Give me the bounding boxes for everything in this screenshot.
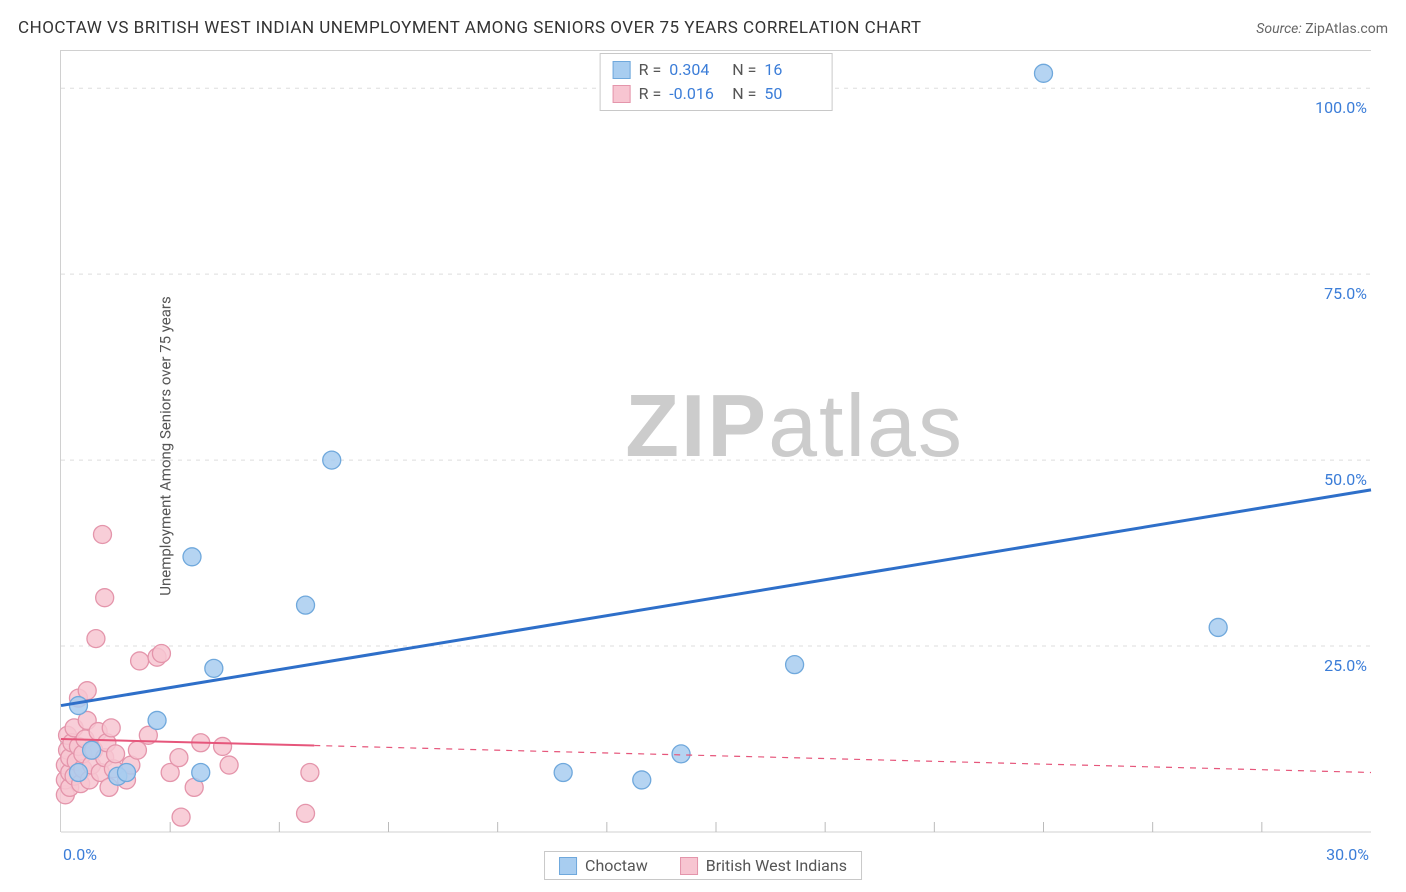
chart-title: CHOCTAW VS BRITISH WEST INDIAN UNEMPLOYM… [18,18,921,38]
stats-row-choctaw: R = 0.304 N = 16 [613,58,820,82]
legend-label-choctaw: Choctaw [585,856,648,875]
legend: Choctaw British West Indians [544,851,862,880]
svg-text:30.0%: 30.0% [1326,845,1369,864]
legend-label-bwi: British West Indians [706,856,847,875]
legend-item-bwi: British West Indians [680,856,847,875]
source-value: ZipAtlas.com [1305,21,1388,37]
n-label: N = [732,82,756,106]
n-value-bwi: 50 [764,82,819,106]
legend-swatch-choctaw [559,857,577,875]
n-value-choctaw: 16 [764,58,819,82]
svg-text:0.0%: 0.0% [63,845,97,864]
r-value-choctaw: 0.304 [669,58,724,82]
swatch-choctaw [613,61,631,79]
r-label: R = [639,58,662,82]
legend-item-choctaw: Choctaw [559,856,648,875]
swatch-bwi [613,85,631,103]
svg-text:50.0%: 50.0% [1324,470,1367,489]
stats-row-bwi: R = -0.016 N = 50 [613,82,820,106]
svg-text:100.0%: 100.0% [1315,98,1367,117]
correlation-stats-box: R = 0.304 N = 16 R = -0.016 N = 50 [600,53,833,111]
r-label: R = [639,82,662,106]
source-label: Source: [1256,21,1301,37]
svg-text:25.0%: 25.0% [1324,656,1367,675]
chart-plot-area: 25.0%50.0%75.0%100.0%0.0%30.0% ZIPatlas … [60,50,1371,832]
legend-swatch-bwi [680,857,698,875]
chart-header: CHOCTAW VS BRITISH WEST INDIAN UNEMPLOYM… [18,18,1388,38]
source-citation: Source: ZipAtlas.com [1256,21,1388,37]
r-value-bwi: -0.016 [669,82,724,106]
scatter-plot-svg: 25.0%50.0%75.0%100.0%0.0%30.0% [61,51,1371,832]
svg-text:75.0%: 75.0% [1324,284,1367,303]
n-label: N = [732,58,756,82]
